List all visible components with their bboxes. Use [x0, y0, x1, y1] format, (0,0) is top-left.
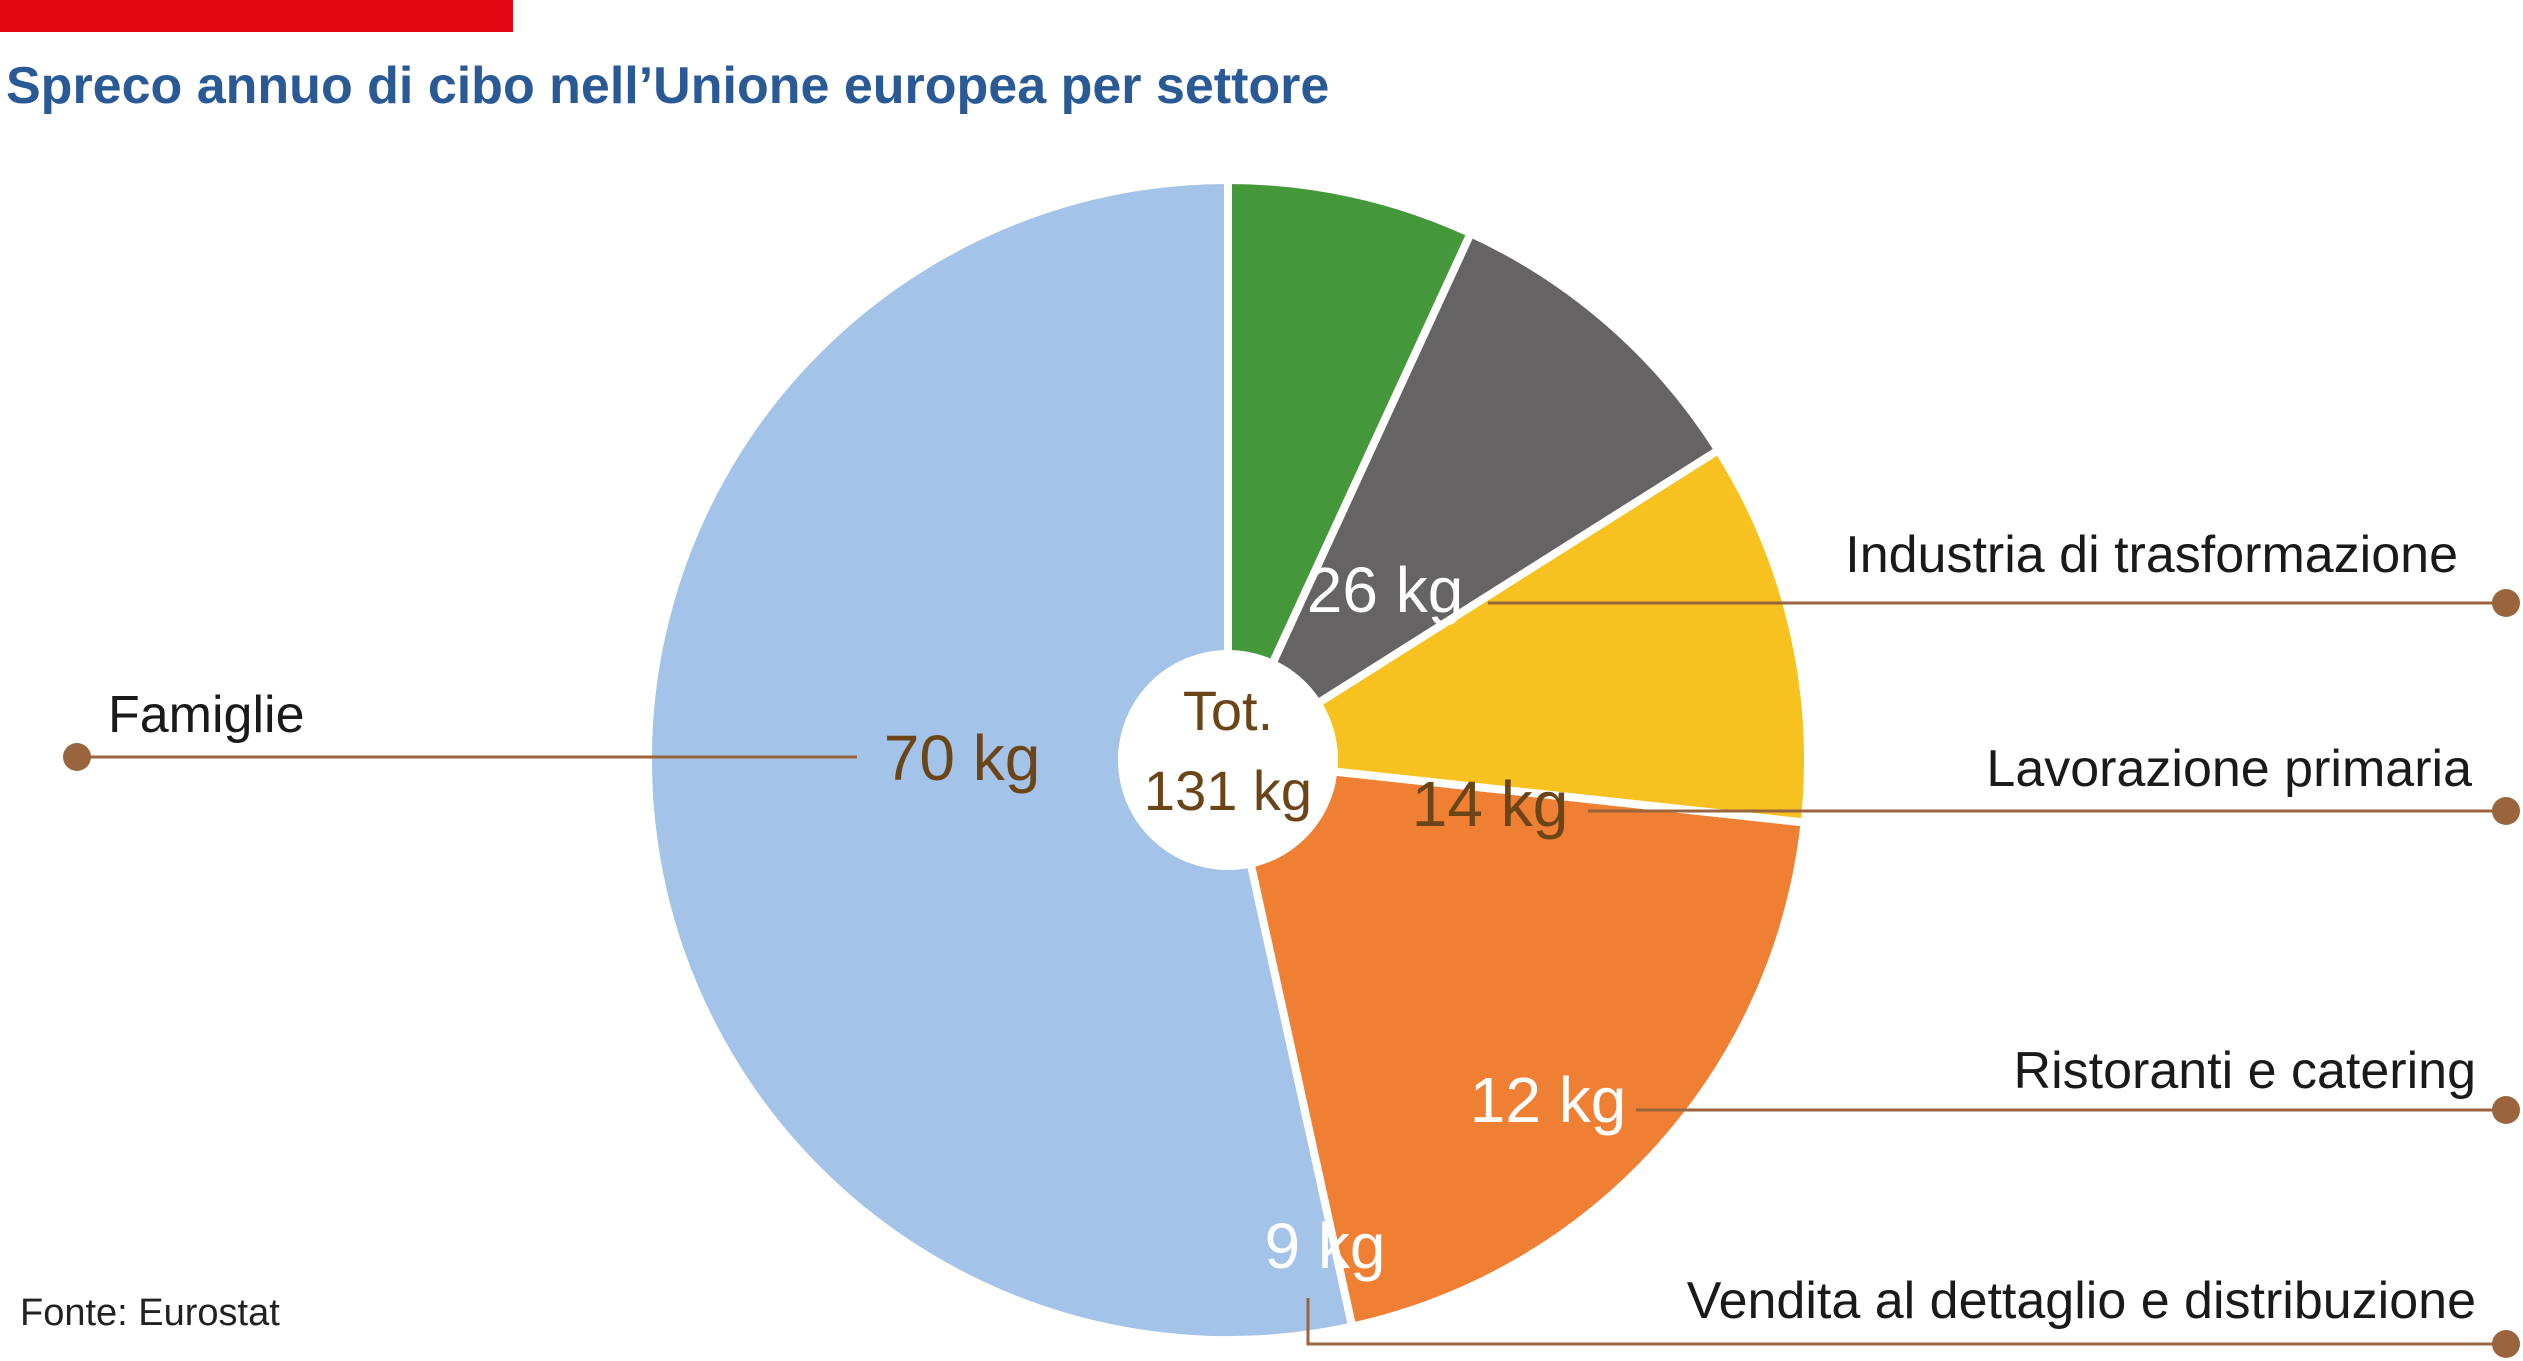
- leader-line-5: [1306, 1298, 2506, 1346]
- category-label-5: Vendita al dettaglio e distribuzione: [1687, 1272, 2476, 1330]
- leader-dot-3: [2492, 797, 2520, 825]
- category-label-1: Famiglie: [108, 686, 305, 744]
- value-label-2: 26 kg: [1307, 554, 1464, 626]
- accent-bar: [0, 0, 513, 32]
- source-note: Fonte: Eurostat: [20, 1292, 280, 1334]
- category-label-2: Industria di trasformazione: [1845, 526, 2458, 584]
- total-label-line2: 131 kg: [1144, 759, 1312, 822]
- pie-slice-4: [1224, 229, 1723, 764]
- value-label-3: 14 kg: [1412, 768, 1569, 840]
- total-label-line1: Tot.: [1183, 679, 1273, 742]
- category-label-3: Lavorazione primaria: [1986, 740, 2472, 798]
- pie-slice-5: [1224, 176, 1475, 764]
- value-label-5: 9 kg: [1265, 1210, 1386, 1282]
- pie-slice-3: [1224, 446, 1812, 827]
- leader-dot-5: [2492, 1330, 2520, 1358]
- leader-dot-2: [2492, 589, 2520, 617]
- value-label-4: 12 kg: [1470, 1064, 1627, 1136]
- chart-title: Spreco annuo di cibo nell’Unione europea…: [6, 57, 1330, 115]
- value-label-1: 70 kg: [884, 722, 1041, 794]
- pie-slice-2: [1224, 756, 1809, 1331]
- pie-slice-1: [643, 176, 1357, 1344]
- center-hole: [1118, 650, 1338, 870]
- category-label-4: Ristoranti e catering: [2014, 1042, 2476, 1100]
- leader-dot-1: [63, 743, 91, 771]
- leader-dot-4: [2492, 1096, 2520, 1124]
